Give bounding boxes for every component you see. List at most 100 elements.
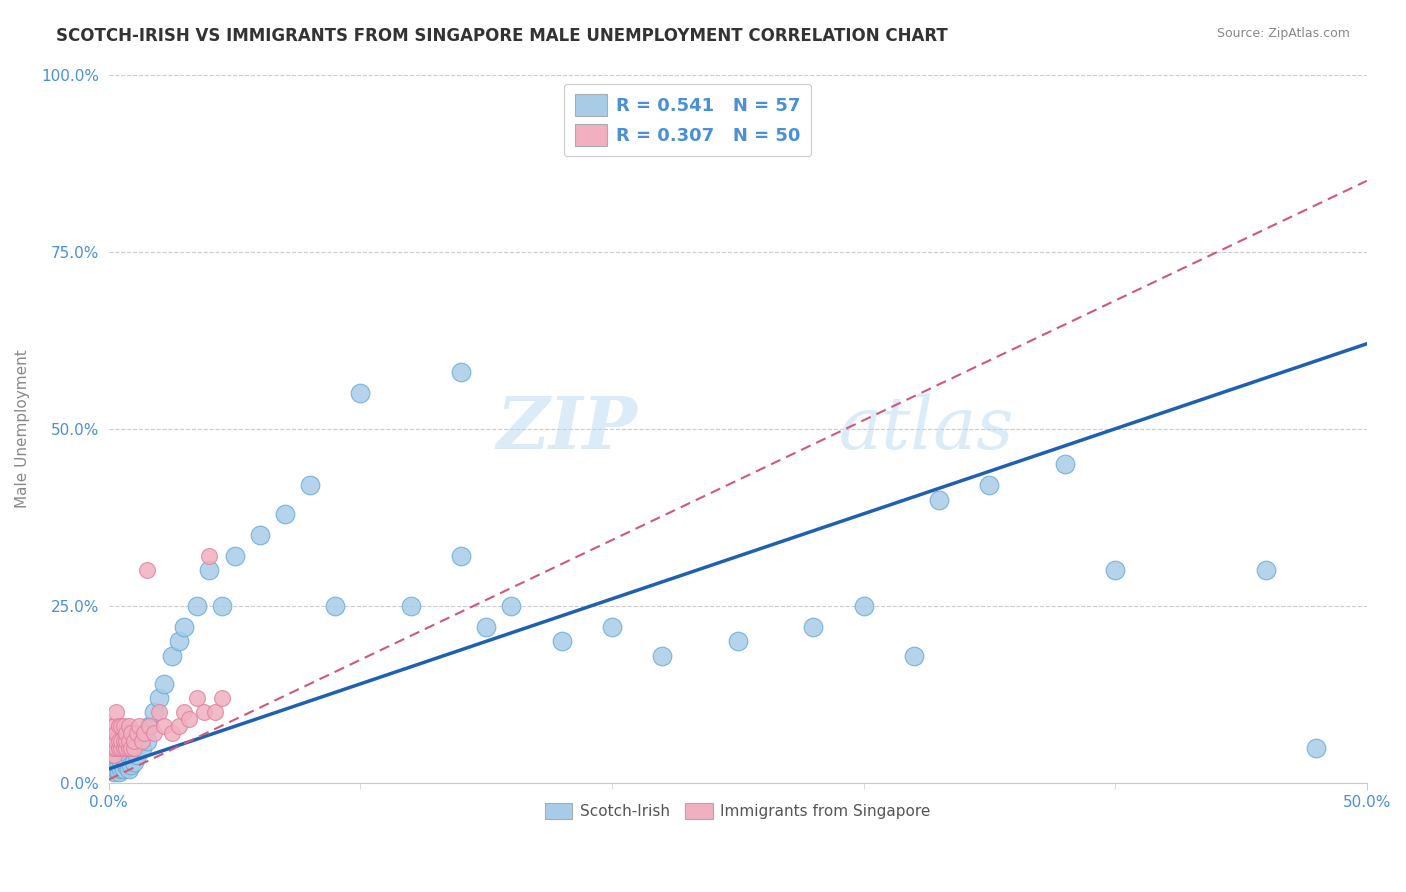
Point bbox=[399, 599, 422, 613]
Point bbox=[103, 747, 125, 762]
Point bbox=[169, 719, 191, 733]
Point bbox=[600, 620, 623, 634]
Point bbox=[160, 648, 183, 663]
Point bbox=[211, 691, 233, 706]
Point bbox=[198, 549, 221, 564]
Point bbox=[323, 599, 346, 613]
Point bbox=[115, 733, 138, 747]
Point bbox=[138, 719, 160, 733]
Point bbox=[112, 762, 135, 776]
Point bbox=[299, 478, 322, 492]
Point bbox=[128, 733, 150, 747]
Point bbox=[450, 549, 472, 564]
Point bbox=[143, 726, 166, 740]
Point bbox=[651, 648, 673, 663]
Point bbox=[115, 755, 138, 769]
Legend: Scotch-Irish, Immigrants from Singapore: Scotch-Irish, Immigrants from Singapore bbox=[538, 797, 936, 825]
Point bbox=[103, 733, 125, 747]
Point bbox=[110, 762, 132, 776]
Point bbox=[115, 726, 138, 740]
Point bbox=[160, 726, 183, 740]
Point bbox=[193, 705, 215, 719]
Point bbox=[153, 677, 176, 691]
Point bbox=[186, 599, 208, 613]
Point bbox=[135, 564, 157, 578]
Point bbox=[132, 726, 155, 740]
Point bbox=[249, 528, 271, 542]
Point bbox=[122, 733, 145, 747]
Point bbox=[501, 599, 523, 613]
Point bbox=[135, 733, 157, 747]
Point bbox=[125, 726, 148, 740]
Point bbox=[108, 758, 131, 772]
Point bbox=[105, 755, 128, 769]
Point bbox=[110, 740, 132, 755]
Point bbox=[204, 705, 226, 719]
Point bbox=[112, 733, 135, 747]
Point bbox=[103, 765, 125, 780]
Point bbox=[100, 719, 122, 733]
Point bbox=[103, 740, 125, 755]
Point bbox=[928, 492, 950, 507]
Point bbox=[198, 564, 221, 578]
Point bbox=[1104, 564, 1126, 578]
Point bbox=[125, 747, 148, 762]
Point bbox=[112, 740, 135, 755]
Point bbox=[118, 719, 141, 733]
Point bbox=[121, 726, 143, 740]
Point bbox=[121, 758, 143, 772]
Point bbox=[112, 719, 135, 733]
Point bbox=[105, 740, 128, 755]
Point bbox=[110, 719, 132, 733]
Text: SCOTCH-IRISH VS IMMIGRANTS FROM SINGAPORE MALE UNEMPLOYMENT CORRELATION CHART: SCOTCH-IRISH VS IMMIGRANTS FROM SINGAPOR… bbox=[56, 27, 948, 45]
Point bbox=[100, 740, 122, 755]
Point bbox=[128, 719, 150, 733]
Point bbox=[108, 740, 131, 755]
Point bbox=[801, 620, 824, 634]
Point bbox=[118, 740, 141, 755]
Point bbox=[1256, 564, 1278, 578]
Point bbox=[103, 719, 125, 733]
Point bbox=[103, 758, 125, 772]
Point bbox=[110, 733, 132, 747]
Point bbox=[224, 549, 246, 564]
Point bbox=[186, 691, 208, 706]
Point bbox=[173, 705, 195, 719]
Point bbox=[349, 386, 371, 401]
Point bbox=[1053, 457, 1076, 471]
Point bbox=[118, 733, 141, 747]
Point bbox=[979, 478, 1001, 492]
Point bbox=[143, 705, 166, 719]
Point bbox=[131, 740, 153, 755]
Text: ZIP: ZIP bbox=[496, 393, 637, 464]
Point bbox=[173, 620, 195, 634]
Point bbox=[105, 762, 128, 776]
Point bbox=[108, 765, 131, 780]
Point bbox=[211, 599, 233, 613]
Point bbox=[852, 599, 875, 613]
Point bbox=[122, 740, 145, 755]
Point bbox=[131, 733, 153, 747]
Point bbox=[153, 719, 176, 733]
Point bbox=[121, 740, 143, 755]
Point bbox=[105, 726, 128, 740]
Point bbox=[118, 747, 141, 762]
Text: Source: ZipAtlas.com: Source: ZipAtlas.com bbox=[1216, 27, 1350, 40]
Point bbox=[100, 762, 122, 776]
Point bbox=[100, 733, 122, 747]
Point bbox=[138, 719, 160, 733]
Point bbox=[727, 634, 749, 648]
Point bbox=[112, 751, 135, 765]
Point bbox=[108, 733, 131, 747]
Point bbox=[115, 758, 138, 772]
Point bbox=[179, 712, 201, 726]
Point bbox=[903, 648, 925, 663]
Y-axis label: Male Unemployment: Male Unemployment bbox=[15, 350, 30, 508]
Text: atlas: atlas bbox=[838, 393, 1014, 464]
Point bbox=[122, 755, 145, 769]
Point bbox=[475, 620, 498, 634]
Point bbox=[105, 705, 128, 719]
Point bbox=[148, 691, 170, 706]
Point bbox=[1305, 740, 1327, 755]
Point bbox=[551, 634, 574, 648]
